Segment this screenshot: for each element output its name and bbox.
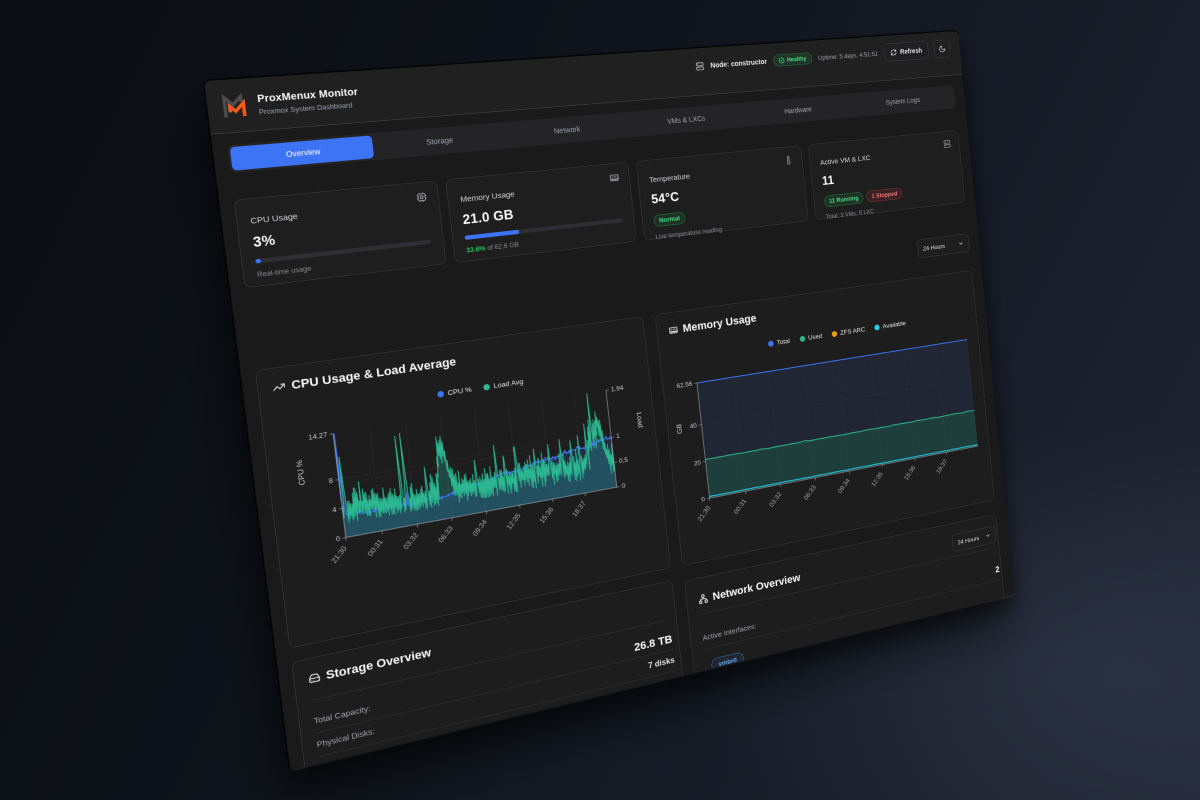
svg-text:8: 8 (328, 476, 334, 485)
svg-text:03:32: 03:32 (768, 491, 783, 509)
svg-text:0: 0 (335, 535, 341, 544)
svg-text:40: 40 (689, 422, 697, 430)
svg-text:1: 1 (616, 432, 621, 440)
svg-text:12:35: 12:35 (870, 471, 884, 488)
svg-text:62.56: 62.56 (676, 380, 693, 390)
svg-text:0: 0 (621, 482, 626, 490)
svg-text:09:34: 09:34 (471, 518, 489, 537)
svg-text:00:31: 00:31 (366, 538, 385, 558)
svg-text:18:37: 18:37 (571, 500, 588, 519)
svg-text:09:34: 09:34 (837, 477, 851, 494)
svg-text:0: 0 (701, 495, 706, 503)
svg-text:CPU %: CPU % (294, 459, 307, 486)
svg-text:15:36: 15:36 (538, 506, 555, 525)
svg-text:06:33: 06:33 (803, 484, 818, 502)
svg-text:4: 4 (332, 505, 338, 514)
svg-text:20: 20 (694, 459, 702, 468)
svg-text:12:35: 12:35 (505, 512, 522, 531)
svg-text:15:36: 15:36 (903, 464, 917, 481)
svg-text:00:31: 00:31 (733, 497, 748, 515)
svg-text:03:32: 03:32 (402, 531, 420, 551)
svg-text:Load: Load (635, 412, 645, 429)
svg-text:14.27: 14.27 (308, 431, 328, 442)
svg-text:21:30: 21:30 (696, 504, 712, 522)
svg-text:0.5: 0.5 (619, 456, 629, 465)
svg-text:1.94: 1.94 (610, 384, 624, 393)
svg-text:21:30: 21:30 (330, 544, 349, 564)
svg-text:18:37: 18:37 (935, 458, 949, 475)
svg-text:GB: GB (675, 423, 684, 435)
svg-text:06:33: 06:33 (437, 525, 455, 545)
